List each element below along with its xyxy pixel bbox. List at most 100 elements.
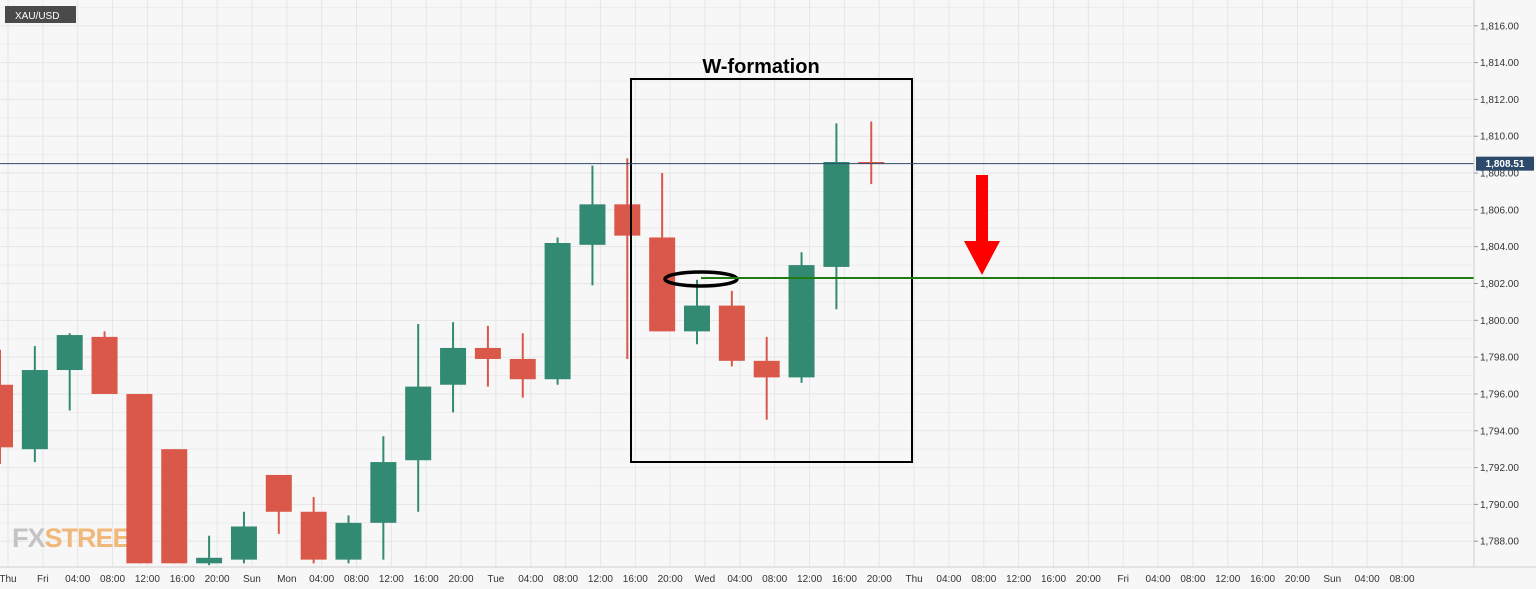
x-tick-label: 20:00 (449, 574, 474, 585)
x-tick-label: 16:00 (1250, 574, 1275, 585)
x-tick-label: Thu (905, 574, 922, 585)
candle-bearish (509, 333, 536, 398)
candle-body (335, 522, 362, 560)
x-tick-label: 04:00 (65, 574, 90, 585)
x-tick-label: 04:00 (936, 574, 961, 585)
candle-bullish (579, 165, 606, 286)
x-tick-label: Wed (695, 574, 715, 585)
candle-body (370, 462, 397, 523)
candle-body (405, 386, 432, 461)
symbol-badge: XAU/USD (5, 6, 76, 23)
candle-body (579, 204, 606, 245)
x-tick-label: 08:00 (553, 574, 578, 585)
watermark: FXSTREET (12, 523, 148, 553)
neckline-ellipse (663, 270, 739, 288)
candle-bullish (21, 346, 48, 463)
x-tick-label: 20:00 (1285, 574, 1310, 585)
price-axis (1474, 0, 1536, 567)
candle-body (161, 449, 188, 564)
x-tick-label: 16:00 (1041, 574, 1066, 585)
x-tick-label: Thu (0, 574, 17, 585)
y-tick-label: 1,804.00 (1480, 242, 1519, 253)
candle-bullish (405, 324, 432, 512)
x-tick-label: Mon (277, 574, 296, 585)
candle-bearish (718, 290, 745, 367)
x-tick-label: 04:00 (518, 574, 543, 585)
x-tick-label: 12:00 (797, 574, 822, 585)
x-tick-label: 08:00 (1180, 574, 1205, 585)
candle-bearish (300, 497, 327, 564)
candle-layer (0, 121, 885, 566)
y-tick-label: 1,788.00 (1480, 537, 1519, 548)
y-tick-label: 1,812.00 (1480, 95, 1519, 106)
candle-bullish (370, 436, 397, 560)
w-formation-box (630, 78, 913, 463)
svg-text:FXSTREET: FXSTREET (12, 523, 147, 553)
y-tick-label: 1,810.00 (1480, 132, 1519, 143)
candle-body (265, 474, 292, 512)
candle-bearish (474, 325, 501, 387)
candle-body (684, 305, 710, 332)
candle-body (440, 347, 467, 385)
current-price-badge (1476, 156, 1534, 171)
candle-bearish (614, 158, 641, 359)
x-tick-label: 08:00 (1389, 574, 1414, 585)
x-tick-label: 04:00 (1355, 574, 1380, 585)
y-tick-label: 1,800.00 (1480, 316, 1519, 327)
candle-body (474, 347, 501, 359)
candle-body (823, 162, 850, 267)
candle-bearish (265, 474, 292, 534)
time-axis (0, 567, 1536, 589)
candle-bullish (823, 123, 850, 310)
y-tick-label: 1,794.00 (1480, 426, 1519, 437)
x-tick-label: Sun (243, 574, 261, 585)
candle-body (196, 557, 223, 564)
y-tick-label: 1,806.00 (1480, 205, 1519, 216)
candle-body (56, 335, 83, 371)
candle-bullish (544, 237, 571, 385)
y-tick-label: 1,808.00 (1480, 169, 1519, 180)
w-formation-title: W-formation (702, 56, 819, 78)
candle-bearish (161, 449, 188, 564)
candle-bearish (753, 336, 780, 420)
candle-body (91, 336, 118, 394)
x-tick-label: 04:00 (727, 574, 752, 585)
x-tick-label: 20:00 (658, 574, 683, 585)
x-tick-label: 04:00 (1146, 574, 1171, 585)
x-tick-label: Fri (1117, 574, 1129, 585)
candle-bullish (335, 515, 362, 564)
y-tick-label: 1,814.00 (1480, 58, 1519, 69)
y-tick-label: 1,796.00 (1480, 389, 1519, 400)
symbol-label: XAU/USD (15, 11, 59, 22)
candle-body (230, 526, 257, 560)
current-price-marker: 1,808.51 (1476, 156, 1534, 171)
current-price-label: 1,808.51 (1486, 159, 1525, 170)
x-tick-label: 12:00 (588, 574, 613, 585)
x-tick-label: 08:00 (344, 574, 369, 585)
overlay-layer: W-formation (0, 56, 1474, 463)
x-tick-label: 12:00 (1215, 574, 1240, 585)
candle-body (858, 162, 885, 164)
x-tick-label: 12:00 (1006, 574, 1031, 585)
down-arrow-icon (964, 175, 1000, 275)
candle-bearish (91, 331, 118, 394)
x-tick-label: 20:00 (1076, 574, 1101, 585)
candle-body (788, 265, 815, 378)
candle-body (126, 393, 153, 564)
x-tick-label: Fri (37, 574, 49, 585)
x-tick-label: 12:00 (379, 574, 404, 585)
candle-bullish (196, 535, 223, 566)
candle-bullish (56, 333, 83, 411)
candle-bullish (440, 322, 467, 413)
candle-bullish (684, 279, 710, 345)
x-tick-labels: Thu Fri 04:00 08:00 12:00 16:00 20:00 Sun Mon 04:… (0, 574, 1415, 585)
candle-body (0, 384, 13, 448)
x-tick-label: 20:00 (867, 574, 892, 585)
candle-body (544, 243, 571, 380)
candle-bearish (858, 121, 885, 185)
x-tick-label: 04:00 (309, 574, 334, 585)
x-tick-label: Tue (487, 574, 504, 585)
candle-body (718, 305, 745, 361)
